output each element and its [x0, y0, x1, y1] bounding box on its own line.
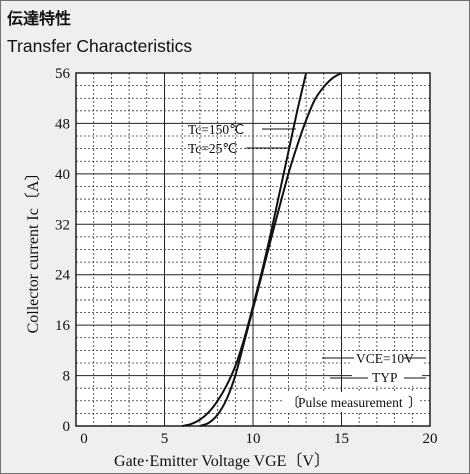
x-tick-label: 10 — [246, 431, 261, 447]
y-tick-label: 8 — [63, 369, 71, 385]
chart-title-jp: 伝達特性 — [7, 9, 71, 28]
y-tick-label: 24 — [55, 268, 71, 284]
x-tick-label: 5 — [161, 431, 169, 447]
pulse-close-bracket: 〕 — [408, 395, 422, 410]
pulse-label: Pulse measurement — [298, 395, 403, 410]
x-tick-label: 15 — [334, 431, 349, 447]
x-axis-label: Gate·Emitter Voltage VGE〔V〕 — [114, 452, 330, 470]
tick-labels: 0 5 10 15 20 0 8 16 24 32 40 48 56 — [55, 66, 438, 447]
series-line-tc25 — [199, 72, 342, 427]
pulse-open-bracket: 〔 — [286, 395, 300, 410]
series-curves — [181, 72, 342, 427]
y-tick-label: 16 — [55, 318, 71, 334]
y-tick-label: 0 — [63, 419, 71, 435]
chart-title-en: Transfer Characteristics — [7, 36, 192, 56]
y-axis-label: Collector current Ic〔A〕 — [24, 165, 42, 334]
pulse-bg — [284, 392, 418, 412]
y-tick-label: 56 — [55, 66, 71, 82]
y-tick-label: 32 — [55, 217, 70, 233]
condition-typ: TYP — [372, 370, 398, 385]
y-tick-label: 40 — [55, 167, 70, 183]
legend-label-25: Tc=25℃ — [188, 141, 238, 156]
condition-vce: VCE=10V — [356, 351, 414, 366]
x-tick-label: 20 — [423, 431, 438, 447]
legend-label-150: Tc=150℃ — [188, 122, 244, 137]
plot-frame — [75, 72, 431, 427]
y-tick-label: 48 — [55, 116, 70, 132]
x-tick-label: 0 — [80, 431, 88, 447]
